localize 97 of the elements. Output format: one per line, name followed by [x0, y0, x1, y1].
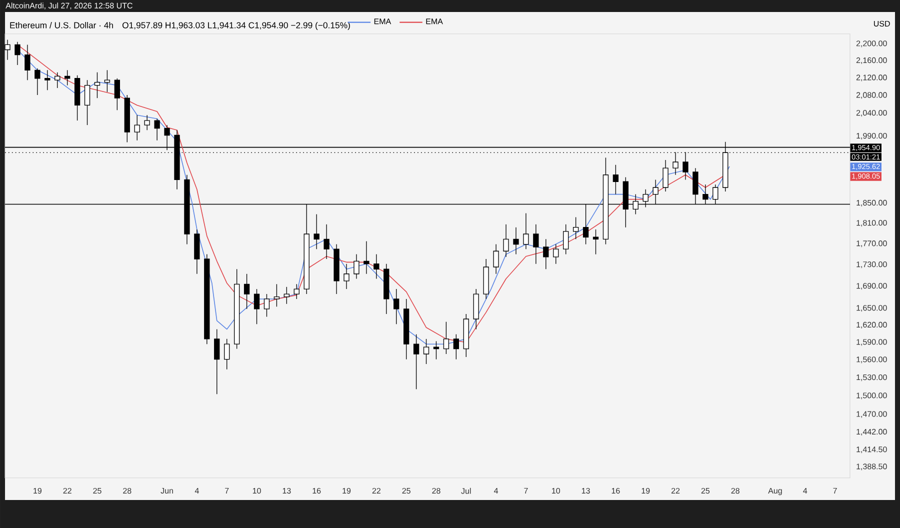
candlestick [612, 164, 619, 195]
y-tick-label: 1,770.00 [856, 240, 887, 248]
x-tick-label: Jun [160, 488, 173, 494]
candlestick [254, 288, 260, 324]
candlestick [94, 72, 100, 98]
text: AltcoinArdi, Jul 27, 2026 12:58 UTC [6, 2, 132, 10]
y-tick-label: 1,850.00 [856, 200, 887, 207]
candlestick [493, 244, 499, 274]
x-tick-label: 28 [731, 488, 740, 494]
x-tick-label: 22 [63, 488, 72, 494]
x-tick-label: 25 [701, 488, 710, 494]
candlestick [34, 68, 40, 96]
x-tick-label: 19 [342, 488, 351, 494]
y-tick-label: 2,160.00 [856, 57, 887, 64]
x-tick-label: 4 [803, 488, 808, 494]
y-tick-label: 1,414.50 [856, 446, 887, 454]
x-tick-label: Aug [768, 488, 782, 496]
candlestick [144, 114, 150, 130]
chart-title: Ethereum / U.S. Dollar · 4h [10, 22, 113, 28]
candlestick [314, 214, 320, 250]
chart-subtitle: O1,957.89 H1,963.03 L1,941.34 C1,954.90 −2.99 (−0.15%) [122, 22, 350, 30]
candlestick [453, 334, 459, 360]
candlestick [662, 160, 668, 192]
legend-label: EMA [374, 18, 392, 24]
candlestick [84, 80, 90, 126]
x-tick-label: 13 [582, 488, 590, 494]
x-tick-label: 19 [34, 488, 42, 494]
x-tick-label: 13 [282, 488, 291, 494]
y-tick-label: 1,470.00 [856, 411, 887, 418]
x-tick-label: 22 [671, 488, 680, 494]
candlestick [523, 212, 529, 250]
candlestick [214, 328, 220, 394]
candlestick [24, 44, 30, 80]
candlestick [324, 224, 330, 260]
candlestick [433, 340, 440, 360]
y-tick-label: 1,990.00 [856, 132, 887, 140]
candlestick [354, 254, 360, 280]
legend-label: EMA [426, 18, 443, 24]
candlestick [344, 264, 350, 290]
candlestick [413, 334, 420, 390]
candlestick [224, 338, 230, 370]
x-tick-label: 25 [93, 488, 102, 494]
candlestick [244, 274, 250, 310]
x-tick-label: 16 [312, 488, 321, 494]
candlestick [563, 224, 569, 255]
x-tick-label: 7 [225, 488, 229, 494]
y-tick-label: 1,810.00 [856, 220, 887, 227]
y-tick-label: 1,388.50 [856, 464, 887, 470]
y-tick-label: 2,120.00 [856, 74, 887, 82]
candlestick [44, 70, 50, 90]
y-tick-label: 1,500.00 [856, 392, 887, 400]
candlestick [394, 288, 400, 324]
x-tick-label: 22 [372, 488, 380, 494]
candlestick [364, 240, 370, 274]
y-tick-label: 1,560.00 [856, 356, 887, 364]
y-tick-label: 2,200.00 [856, 40, 887, 48]
candlestick [592, 229, 599, 255]
x-tick-label: 10 [252, 488, 261, 494]
x-tick-label: 7 [833, 488, 837, 494]
candlestick [284, 286, 290, 304]
x-tick-label: 28 [123, 488, 132, 494]
y-tick-label: 1,730.00 [856, 261, 887, 268]
x-tick-label: 4 [194, 488, 199, 494]
x-tick-label: 28 [432, 488, 440, 494]
candlestick [274, 284, 280, 307]
y-tick-label: 1,620.00 [856, 322, 887, 328]
candlestick [572, 216, 579, 240]
y-tick-label: 1,590.00 [856, 339, 887, 346]
x-tick-label: 4 [494, 488, 498, 494]
candlestick [533, 224, 539, 264]
candlestick [374, 254, 380, 280]
x-tick-label: 10 [552, 488, 560, 494]
candlestick [553, 244, 559, 264]
candlestick [443, 321, 450, 354]
candlestick [264, 294, 270, 318]
candlestick [14, 41, 20, 66]
candlestick [134, 114, 140, 141]
candlestick [54, 72, 60, 88]
x-tick-label: Jul [461, 488, 471, 494]
candlestick [543, 238, 549, 270]
candlestick [513, 227, 519, 255]
y-axis-title: USD [874, 20, 890, 27]
y-tick-label: 1,442.00 [856, 428, 887, 436]
y-tick-label: 2,080.00 [856, 92, 887, 99]
x-tick-label: 25 [402, 488, 410, 494]
x-tick-label: 16 [612, 488, 620, 494]
candlestick [503, 224, 509, 258]
candlestick [114, 78, 120, 110]
x-tick-label: 19 [642, 488, 650, 494]
candlestick [294, 284, 300, 300]
y-tick-label: 1,650.00 [856, 305, 887, 312]
candlestick [154, 118, 160, 141]
candlestick [423, 338, 430, 364]
y-tick-label: 1,530.00 [856, 374, 887, 382]
y-tick-label: 1,690.00 [856, 282, 887, 290]
x-tick-label: 7 [524, 488, 528, 494]
y-tick-label: 2,040.00 [856, 110, 887, 117]
